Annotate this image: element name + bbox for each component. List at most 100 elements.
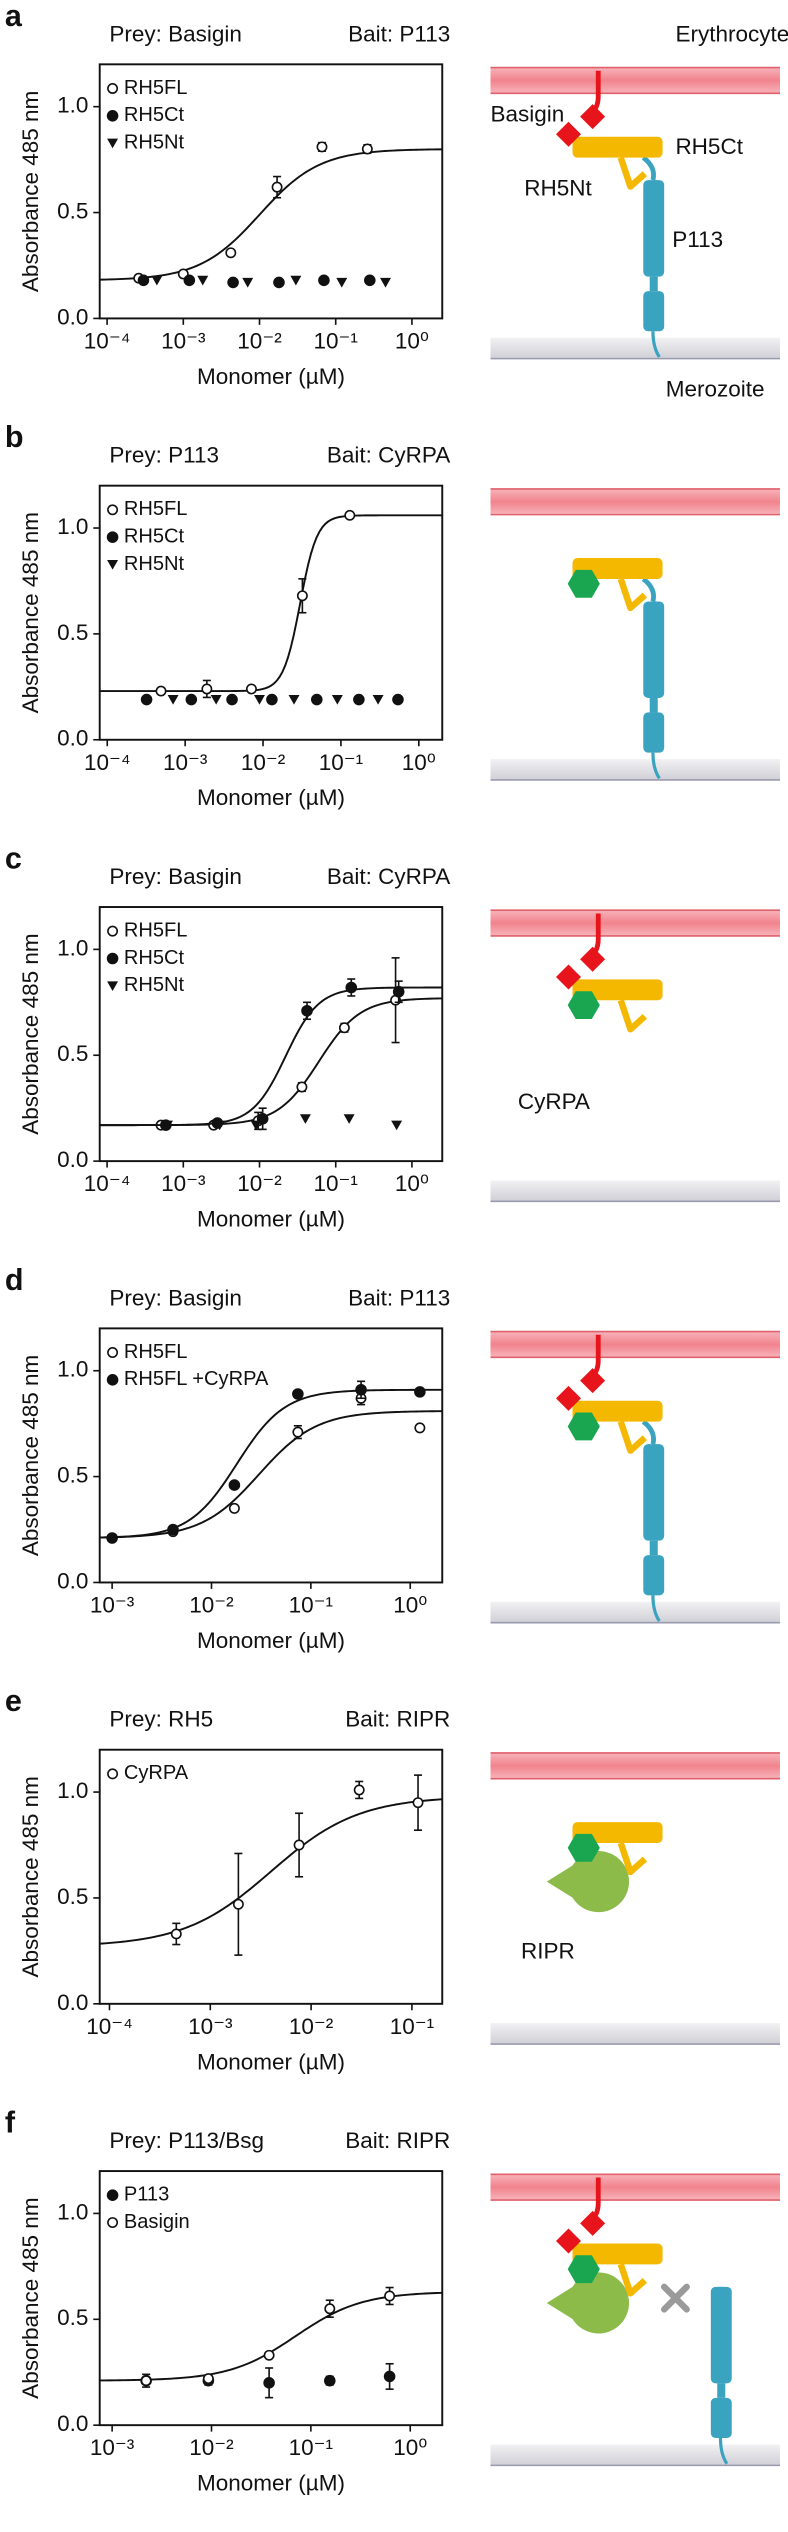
y-tick-label: 0.5 <box>57 1884 88 1909</box>
p113-domain <box>643 1444 665 1541</box>
x-tick-label: 10⁻³ <box>161 1171 206 1196</box>
point <box>293 1839 305 1851</box>
y-tick-label: 1.0 <box>57 514 88 539</box>
cyrpa <box>567 569 600 598</box>
fit-curve <box>99 1388 443 1539</box>
y-axis-label: Absorbance 485 nm <box>18 933 43 1134</box>
point <box>140 693 153 706</box>
legend-label: RH5FL <box>124 77 188 99</box>
prey-label: Prey: Basigin <box>109 864 242 889</box>
p113-link <box>641 577 656 603</box>
point <box>380 277 391 288</box>
diagram-label: Basigin <box>491 102 565 127</box>
legend-marker <box>106 952 119 965</box>
diagram-label: Erythrocyte <box>675 21 788 46</box>
bait-label: Bait: RIPR <box>345 2128 450 2153</box>
x-tick-label: 10⁻³ <box>163 750 208 775</box>
point <box>137 274 150 287</box>
diagram-label: RH5Nt <box>524 176 592 201</box>
plot-frame <box>98 1327 444 1584</box>
y-tick-label: 0.0 <box>57 726 88 751</box>
point <box>353 1784 365 1796</box>
point <box>167 1523 179 1536</box>
y-tick-label: 0.5 <box>57 2305 88 2330</box>
x-tick-label: 10⁻² <box>237 328 282 353</box>
legend-marker <box>107 981 119 991</box>
legend-label: RH5FL +CyRPA <box>124 1368 269 1390</box>
fit-curve <box>99 1410 443 1539</box>
merozoite-membrane <box>490 337 780 359</box>
panel: e Prey: RH5 Bait: RIPR 0.0 0.5 1.0 10⁻⁴ 10⁻³ 10⁻… <box>5 1684 780 2074</box>
x-axis-label: Monomer (µM) <box>197 364 345 389</box>
cyrpa <box>567 1833 600 1862</box>
point <box>391 1120 403 1131</box>
diagram-label: RH5Ct <box>675 134 743 159</box>
p113-domain <box>710 2397 732 2439</box>
point <box>364 274 376 287</box>
point <box>323 2374 336 2387</box>
point <box>338 1022 350 1034</box>
point <box>324 2303 336 2315</box>
p113-anchor <box>651 331 661 358</box>
y-tick-label: 0.5 <box>57 1463 88 1488</box>
rh5-nt <box>617 999 648 1033</box>
merozoite-membrane <box>490 2023 780 2045</box>
legend-label: RH5Nt <box>124 553 185 575</box>
rh5-ct <box>572 558 663 579</box>
point <box>197 275 209 286</box>
point <box>296 590 308 602</box>
y-tick-label: 1.0 <box>57 935 88 960</box>
panel-letter: f <box>5 2105 16 2139</box>
x-tick-label: 10⁰ <box>395 1171 429 1196</box>
prey-label: Prey: P113/Bsg <box>109 2128 264 2153</box>
basigin-domain <box>580 1368 606 1394</box>
plot-frame <box>98 906 444 1163</box>
rh5-ct <box>572 979 663 1001</box>
x-tick-label: 10⁻⁴ <box>84 328 131 353</box>
y-tick-label: 0.0 <box>57 2411 88 2436</box>
legend-label: RH5FL <box>124 498 188 520</box>
point <box>355 1383 367 1396</box>
merozoite-membrane <box>490 1601 780 1623</box>
figure-body: a Prey: Basigin Bait: P113 0.0 0.5 1.0 10⁻⁴ 10⁻… <box>5 0 788 2496</box>
basigin-domain <box>580 946 606 972</box>
point <box>331 695 343 705</box>
panel: f Prey: P113/Bsg Bait: RIPR 0.0 0.5 1.0 10⁻³ 10… <box>5 2105 780 2496</box>
p113-linker <box>649 1540 658 1556</box>
y-tick-label: 1.0 <box>57 1778 88 1803</box>
x-tick-label: 10⁻³ <box>90 1593 135 1618</box>
legend-label: RH5Nt <box>124 131 185 153</box>
x-tick-label: 10⁻³ <box>161 328 206 353</box>
point <box>292 1426 304 1438</box>
x-tick-label: 10⁻¹ <box>314 1171 358 1196</box>
legend-marker <box>107 559 119 570</box>
rh5-ct <box>572 1822 663 1843</box>
legend-label: Basigin <box>124 2211 190 2233</box>
bait-label: Bait: P113 <box>348 21 450 46</box>
p113-domain <box>643 180 665 277</box>
bait-label: Bait: RIPR <box>345 1707 450 1732</box>
point <box>311 693 323 706</box>
panel: c Prey: Basigin Bait: CyRPA 0.0 0.5 1.0 10⁻⁴ 10… <box>5 841 780 1232</box>
point <box>228 1479 241 1491</box>
x-axis-label: Monomer (µM) <box>197 1628 345 1653</box>
point <box>225 247 237 259</box>
plot-frame <box>98 63 444 320</box>
legend-marker <box>106 531 119 543</box>
point <box>288 695 300 705</box>
legend-label: RH5Ct <box>124 525 185 547</box>
legend-marker <box>107 82 119 94</box>
x-tick-label: 10⁻² <box>289 2014 334 2039</box>
basigin-domain <box>580 2210 606 2236</box>
point <box>254 695 265 705</box>
rh5-nt <box>617 2263 648 2297</box>
y-axis-label: Absorbance 485 nm <box>18 512 43 713</box>
x-axis-label: Monomer (µM) <box>197 785 345 810</box>
x-tick-label: 10⁻² <box>237 1171 282 1196</box>
x-tick-label: 10⁻³ <box>188 2014 233 2039</box>
diagram-label: RIPR <box>521 1938 575 1963</box>
point <box>201 683 213 695</box>
point <box>292 1388 304 1400</box>
point <box>228 1502 240 1514</box>
